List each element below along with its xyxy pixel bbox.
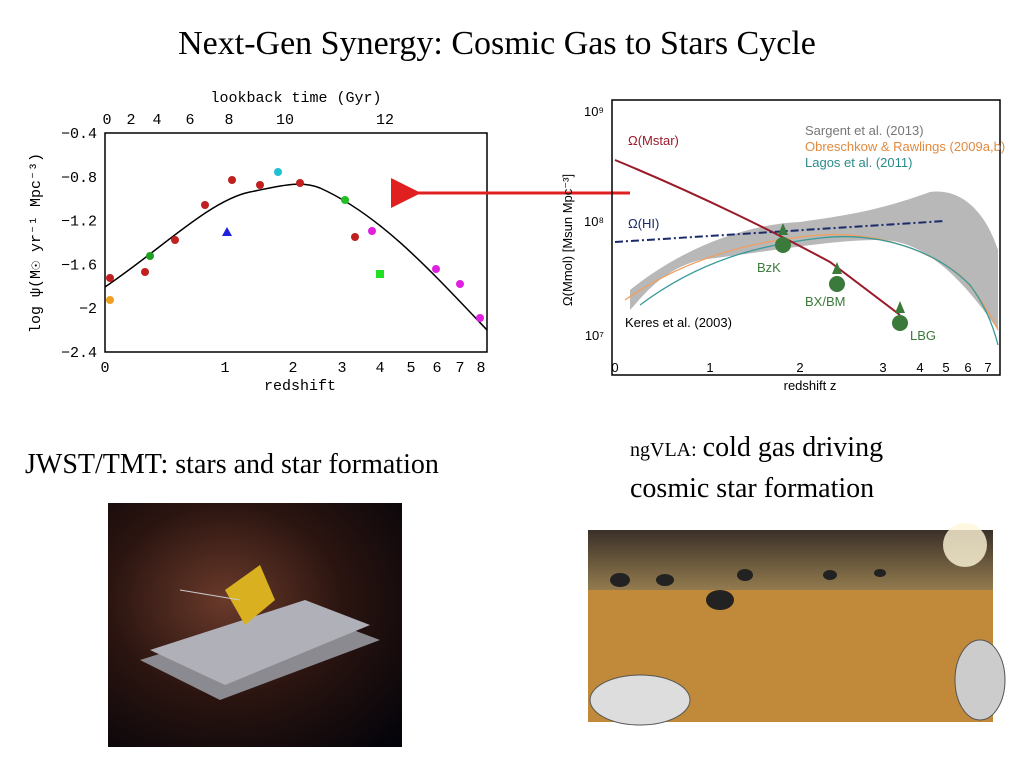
lagos-curve — [639, 235, 999, 346]
slide-title: Next-Gen Synergy: Cosmic Gas to Stars Cy… — [178, 25, 816, 62]
markers — [775, 223, 908, 331]
y-tick-label: 10⁸ — [584, 214, 604, 229]
y-tick-label: −2.4 — [61, 345, 97, 362]
legend-entry: Lagos et al. (2011) — [805, 155, 912, 170]
y-tick-label: −1.6 — [61, 257, 97, 274]
x-tick-label: 7 — [455, 360, 464, 377]
x-tick-label: 0 — [611, 360, 618, 375]
mstar-curve — [614, 159, 901, 316]
x-tick-label: 6 — [432, 360, 441, 377]
caption-right-line2: cosmic star formation — [630, 473, 874, 504]
y-tick-label: −1.2 — [61, 214, 97, 231]
top-tick-label: 2 — [126, 112, 135, 129]
annotation: BX/BM — [805, 294, 845, 309]
plot-frame — [611, 99, 1001, 376]
left-plot: lookback time (Gyr) log ψ(M☉ yr⁻¹ Mpc⁻³)… — [28, 90, 488, 395]
x-tick-label: 3 — [337, 360, 346, 377]
top-tick-label: 8 — [224, 112, 233, 129]
plot-frame — [104, 132, 488, 353]
caption-left: JWST/TMT: stars and star formation — [25, 449, 439, 480]
jwst-photo — [108, 503, 402, 747]
top-tick-label: 10 — [276, 112, 294, 129]
x-axis-label: redshift — [264, 378, 336, 395]
y-tick-label: −0.8 — [61, 170, 97, 187]
x-tick-label: 5 — [942, 360, 949, 375]
x-axis-label: redshift z — [784, 378, 837, 393]
sargent-band — [630, 191, 998, 330]
annotation: Ω(Mstar) — [628, 133, 679, 148]
right-plot: Sargent et al. (2013)Obreschkow & Rawlin… — [560, 99, 1005, 393]
y-tick-label: −2 — [79, 301, 97, 318]
annotation: BzK — [757, 260, 781, 275]
x-tick-label: 1 — [220, 360, 229, 377]
legend-entry: Sargent et al. (2013) — [805, 123, 924, 138]
fit-curve — [104, 183, 488, 331]
y-axis-label: log ψ(M☉ yr⁻¹ Mpc⁻³) — [28, 153, 45, 333]
top-tick-label: 4 — [152, 112, 161, 129]
annotation: Ω(HI) — [628, 216, 659, 231]
y-tick-label: 10⁷ — [585, 328, 604, 343]
annotation: LBG — [910, 328, 936, 343]
top-axis-label: lookback time (Gyr) — [210, 90, 381, 107]
x-tick-label: 8 — [476, 360, 485, 377]
y-tick-label: 10⁹ — [584, 104, 604, 119]
data-points — [106, 168, 484, 322]
caption-text: cold gas driving — [703, 432, 883, 463]
caption-lead: ngVLA: — [630, 439, 697, 461]
x-tick-label: 1 — [706, 360, 713, 375]
top-tick-label: 0 — [102, 112, 111, 129]
x-tick-label: 3 — [879, 360, 886, 375]
ngvla-photo — [588, 523, 1006, 726]
top-tick-label: 6 — [185, 112, 194, 129]
x-tick-label: 7 — [984, 360, 991, 375]
annotation: Keres et al. (2003) — [625, 315, 732, 330]
x-tick-label: 6 — [964, 360, 971, 375]
legend-entry: Obreschkow & Rawlings (2009a,b) — [805, 139, 1005, 154]
x-tick-label: 0 — [100, 360, 109, 377]
top-tick-label: 12 — [376, 112, 394, 129]
y-tick-label: −0.4 — [61, 126, 97, 143]
y-axis-label: Ω(Mmol) [Msun Mpc⁻³] — [560, 174, 575, 306]
x-tick-label: 4 — [916, 360, 923, 375]
x-tick-label: 2 — [288, 360, 297, 377]
x-tick-label: 4 — [375, 360, 384, 377]
x-tick-label: 2 — [796, 360, 803, 375]
caption-right-line1: ngVLA: cold gas driving — [630, 432, 883, 463]
x-tick-label: 5 — [406, 360, 415, 377]
